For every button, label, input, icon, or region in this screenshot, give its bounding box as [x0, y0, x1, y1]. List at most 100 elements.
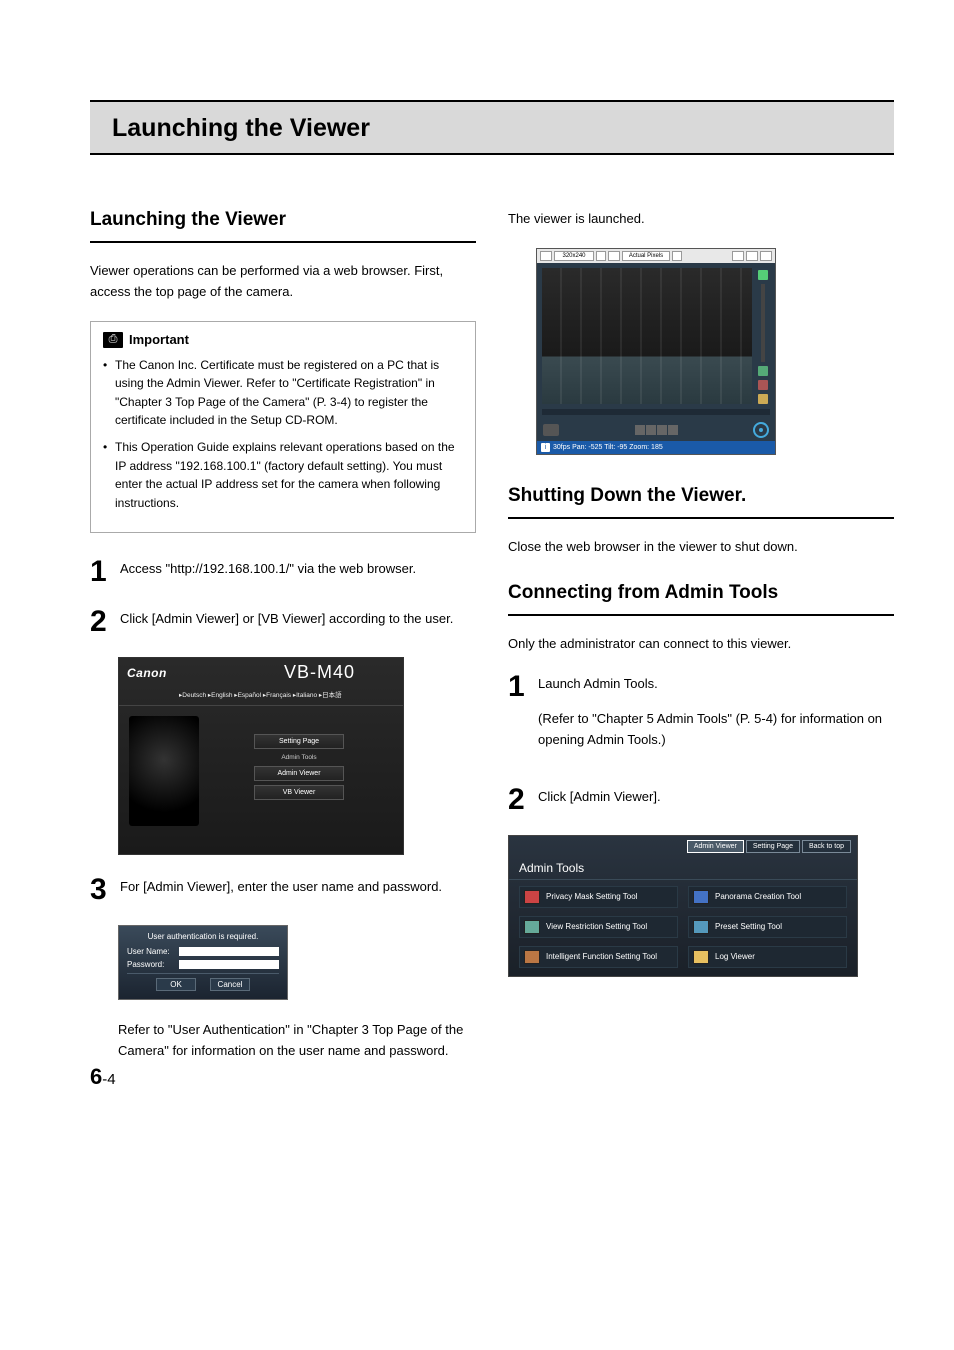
tab-setting-page[interactable]: Setting Page	[746, 840, 800, 853]
toolbar-icon[interactable]	[540, 251, 552, 261]
ok-button[interactable]: OK	[156, 978, 196, 991]
section-heading-launching: Launching the Viewer	[90, 209, 476, 243]
step-1: 1 Access "http://192.168.100.1/" via the…	[90, 557, 476, 587]
section-heading-connect: Connecting from Admin Tools	[508, 582, 894, 616]
info-icon: i	[541, 443, 550, 452]
intro-text: Viewer operations can be performed via a…	[90, 261, 476, 303]
viewer-side-controls	[756, 268, 770, 404]
dropdown-icon[interactable]	[596, 251, 606, 261]
privacy-mask-tool[interactable]: Privacy Mask Setting Tool	[519, 886, 678, 908]
vb-viewer-button[interactable]: VB Viewer	[254, 785, 344, 800]
admin-viewer-button[interactable]: Admin Viewer	[254, 766, 344, 781]
shutdown-text: Close the web browser in the viewer to s…	[508, 537, 894, 558]
username-label: User Name:	[127, 947, 173, 956]
right-column: The viewer is launched. 320x240 Actual P…	[508, 209, 894, 1080]
ctrl-icon[interactable]	[635, 425, 645, 435]
ctrl-icon[interactable]	[657, 425, 667, 435]
dropdown-icon[interactable]	[672, 251, 682, 261]
important-header: ⎙ Important	[103, 332, 463, 348]
ctrl-icon[interactable]	[668, 425, 678, 435]
right-step-2: 2 Click [Admin Viewer].	[508, 785, 894, 815]
reconnect-icon[interactable]	[746, 251, 758, 261]
toolbar-icon[interactable]	[608, 251, 620, 261]
password-input[interactable]	[179, 960, 279, 969]
connect-text: Only the administrator can connect to th…	[508, 634, 894, 655]
log-viewer-tool[interactable]: Log Viewer	[688, 946, 847, 968]
camera-image	[129, 716, 199, 826]
language-links[interactable]: ▸Deutsch ▸English ▸Español ▸Français ▸It…	[119, 687, 403, 706]
important-label: Important	[129, 332, 189, 347]
panorama-tool[interactable]: Panorama Creation Tool	[688, 886, 847, 908]
actual-pixels-select[interactable]: Actual Pixels	[622, 251, 670, 261]
status-text: 30fps Pan: -525 Tilt: -95 Zoom: 185	[553, 444, 663, 451]
viewer-main	[537, 263, 775, 409]
tool-icon	[524, 920, 540, 934]
tool-icon	[524, 950, 540, 964]
tilt-slider[interactable]	[761, 284, 765, 362]
camera-icon[interactable]	[543, 424, 559, 436]
resolution-select[interactable]: 320x240	[554, 251, 594, 261]
right-step-1: 1 Launch Admin Tools. (Refer to "Chapter…	[508, 672, 894, 764]
admin-tools-grid: Privacy Mask Setting Tool Panorama Creat…	[509, 886, 857, 968]
tool-icon	[693, 950, 709, 964]
important-icon: ⎙	[103, 332, 123, 348]
admin-tools-window: Admin Viewer Setting Page Back to top Ad…	[508, 835, 858, 977]
canon-logo: Canon	[127, 666, 167, 680]
step-text: Click [Admin Viewer] or [VB Viewer] acco…	[120, 607, 476, 630]
auth-dialog: User authentication is required. User Na…	[118, 925, 288, 1000]
chapter-number: 6	[90, 1064, 102, 1089]
launched-text: The viewer is launched.	[508, 209, 894, 230]
auth-message: User authentication is required.	[127, 932, 279, 941]
tab-back-to-top[interactable]: Back to top	[802, 840, 851, 853]
separator	[509, 879, 857, 880]
tool-icon	[524, 890, 540, 904]
pan-slider[interactable]	[542, 409, 770, 415]
important-box: ⎙ Important The Canon Inc. Certificate m…	[90, 321, 476, 534]
step-3: 3 For [Admin Viewer], enter the user nam…	[90, 875, 476, 905]
ctrl-icon[interactable]	[646, 425, 656, 435]
step3-post-text: Refer to "User Authentication" in "Chapt…	[118, 1020, 476, 1062]
vbm40-buttons: Setting Page Admin Tools Admin Viewer VB…	[205, 716, 393, 826]
important-item: The Canon Inc. Certificate must be regis…	[103, 356, 463, 430]
preset-tool[interactable]: Preset Setting Tool	[688, 916, 847, 938]
cancel-button[interactable]: Cancel	[210, 978, 250, 991]
step-2: 2 Click [Admin Viewer] or [VB Viewer] ac…	[90, 607, 476, 637]
control-icon[interactable]	[758, 366, 768, 376]
status-bar: i 30fps Pan: -525 Tilt: -95 Zoom: 185	[537, 441, 775, 454]
viewer-window-screenshot: 320x240 Actual Pixels	[536, 248, 894, 455]
step-text: For [Admin Viewer], enter the user name …	[120, 875, 476, 898]
control-target-icon[interactable]	[753, 422, 769, 438]
step-line: Launch Admin Tools.	[538, 674, 894, 695]
step-line: (Refer to "Chapter 5 Admin Tools" (P. 5-…	[538, 709, 894, 751]
view-restriction-tool[interactable]: View Restriction Setting Tool	[519, 916, 678, 938]
viewer-bottom	[537, 419, 775, 441]
step-number: 3	[90, 875, 110, 905]
video-display[interactable]	[542, 268, 752, 404]
control-icon[interactable]	[758, 380, 768, 390]
important-list: The Canon Inc. Certificate must be regis…	[103, 356, 463, 513]
username-input[interactable]	[179, 947, 279, 956]
admin-tools-title: Admin Tools	[509, 857, 857, 877]
viewer-window: 320x240 Actual Pixels	[536, 248, 776, 455]
password-label: Password:	[127, 960, 173, 969]
step-text: Click [Admin Viewer].	[538, 785, 894, 808]
tab-admin-viewer[interactable]: Admin Viewer	[687, 840, 744, 853]
vbm40-header: Canon VB-M40	[119, 658, 403, 687]
step-number: 1	[90, 557, 110, 587]
setting-page-button[interactable]: Setting Page	[254, 734, 344, 749]
intelligent-function-tool[interactable]: Intelligent Function Setting Tool	[519, 946, 678, 968]
step-number: 1	[508, 672, 528, 702]
page-number: -4	[102, 1071, 115, 1088]
page-title: Launching the Viewer	[112, 114, 894, 143]
important-item: This Operation Guide explains relevant o…	[103, 438, 463, 512]
viewer-toolbar: 320x240 Actual Pixels	[537, 249, 775, 263]
step-text: Launch Admin Tools. (Refer to "Chapter 5…	[538, 672, 894, 764]
admin-tools-tabs: Admin Viewer Setting Page Back to top	[509, 836, 857, 857]
auth-buttons: OK Cancel	[127, 973, 279, 991]
fullscreen-icon[interactable]	[732, 251, 744, 261]
left-column: Launching the Viewer Viewer operations c…	[90, 209, 476, 1080]
control-icon[interactable]	[758, 394, 768, 404]
section-heading-shutdown: Shutting Down the Viewer.	[508, 485, 894, 519]
snapshot-icon[interactable]	[760, 251, 772, 261]
tilt-up-icon[interactable]	[758, 270, 768, 280]
